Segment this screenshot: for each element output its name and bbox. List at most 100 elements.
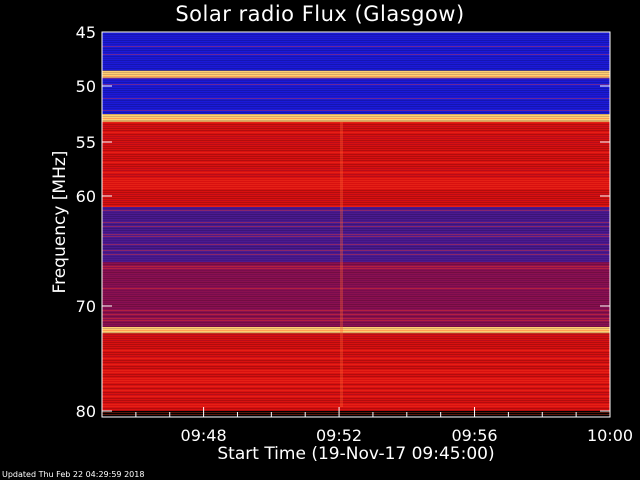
stripe (102, 350, 610, 351)
stripe (102, 272, 610, 273)
stripe (102, 46, 610, 47)
stripe (102, 280, 610, 281)
stripe (102, 142, 610, 143)
stripe (102, 66, 610, 67)
stripe (102, 192, 610, 193)
stripe (102, 358, 610, 359)
stripe (102, 90, 610, 91)
stripe (102, 294, 610, 295)
stripe (102, 402, 610, 403)
stripe (102, 290, 610, 291)
y-axis: 45 50 55 60 70 80 (76, 23, 610, 421)
stripe (102, 256, 610, 257)
stripe (102, 64, 610, 65)
stripe (102, 378, 610, 379)
stripe (102, 122, 610, 123)
burst-line (340, 122, 343, 407)
spectrogram-bands (102, 32, 610, 411)
stripe (102, 154, 610, 155)
stripe (102, 80, 610, 81)
stripe (102, 168, 610, 169)
stripe (102, 146, 610, 147)
stripe (102, 404, 610, 405)
stripe (102, 390, 610, 391)
stripe (102, 382, 610, 383)
stripe (102, 274, 610, 275)
stripe (102, 224, 610, 225)
stripe (102, 326, 610, 327)
stripe (102, 58, 610, 59)
y-tick-label: 70 (76, 297, 96, 316)
stripe (102, 200, 610, 201)
stripe (102, 148, 610, 149)
band-5 (102, 207, 610, 262)
stripe (102, 226, 610, 227)
stripe (102, 354, 610, 355)
stripe (102, 102, 610, 103)
stripe (102, 164, 610, 165)
stripe (102, 366, 610, 367)
stripe (102, 96, 610, 97)
stripe (102, 240, 610, 241)
band-6 (102, 262, 610, 327)
stripe (102, 210, 610, 211)
stripe (102, 262, 610, 263)
stripe (102, 82, 610, 83)
updated-timestamp: Updated Thu Feb 22 04:29:59 2018 (2, 470, 145, 479)
stripe (102, 174, 610, 175)
stripe (102, 218, 610, 219)
stripe (102, 252, 610, 253)
stripe (102, 188, 610, 189)
stripe (102, 308, 610, 309)
stripe (102, 286, 610, 287)
stripe (102, 196, 610, 197)
stripe (102, 380, 610, 381)
stripe (102, 342, 610, 343)
band-8 (102, 333, 610, 411)
chart-title: Solar radio Flux (Glasgow) (175, 2, 465, 26)
stripe (102, 248, 610, 249)
stripe (102, 244, 610, 245)
stripe (102, 212, 610, 213)
stripe (102, 398, 610, 399)
stripe (102, 364, 610, 365)
stripe (102, 254, 610, 255)
x-axis: 09:48 09:52 09:56 10:00 (101, 407, 633, 445)
stripe (102, 300, 610, 301)
stripe (102, 130, 610, 131)
stripe (102, 336, 610, 337)
stripe (102, 182, 610, 183)
x-tick-label: 09:48 (181, 426, 227, 445)
stripe (102, 152, 610, 153)
stripe (102, 34, 610, 35)
stripe (102, 234, 610, 235)
stripe (102, 276, 610, 277)
y-tick-label: 55 (76, 133, 96, 152)
stripe (102, 348, 610, 349)
x-tick-label: 09:52 (316, 426, 362, 445)
spectrogram-stripes (102, 32, 610, 417)
stripe (102, 264, 610, 265)
stripe (102, 360, 610, 361)
stripe (102, 228, 610, 229)
stripe (102, 316, 610, 317)
band-2 (102, 77, 610, 114)
stripe (102, 44, 610, 45)
stripe (102, 86, 610, 87)
stripe (102, 202, 610, 203)
stripe (102, 282, 610, 283)
stripe (102, 116, 610, 117)
stripe (102, 246, 610, 247)
stripe (102, 158, 610, 159)
stripe (102, 400, 610, 401)
stripe (102, 406, 610, 407)
stripe (102, 322, 610, 323)
stripe (102, 284, 610, 285)
stripe (102, 36, 610, 37)
stripe (102, 296, 610, 297)
stripe (102, 306, 610, 307)
stripe (102, 388, 610, 389)
stripe (102, 172, 610, 173)
stripe (102, 332, 610, 333)
